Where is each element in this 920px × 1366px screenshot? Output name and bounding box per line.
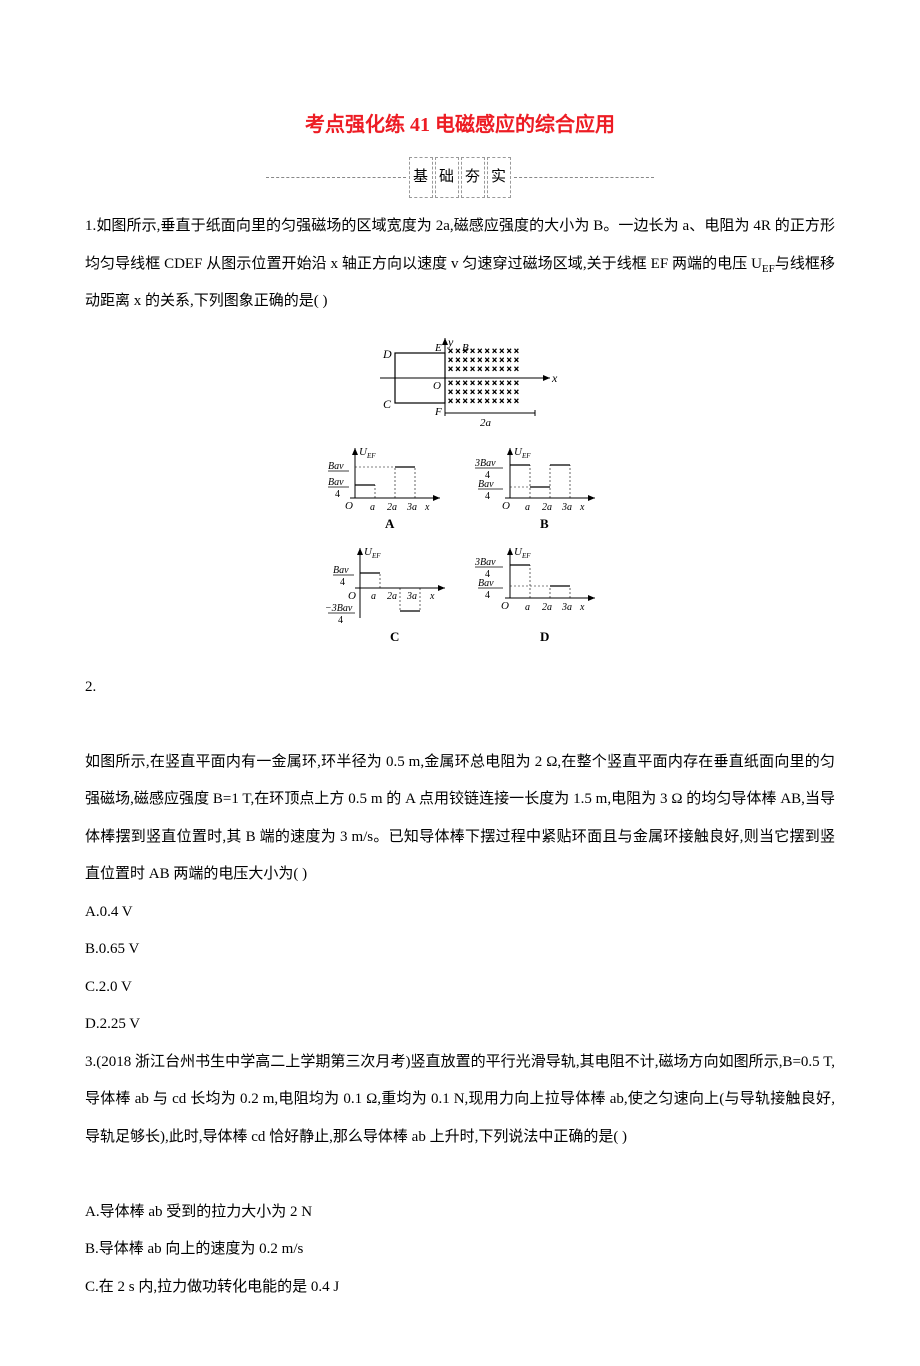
question-2: 2. 如图所示,在竖直平面内有一金属环,环半径为 0.5 m,金属环总电阻为 2… bbox=[85, 669, 835, 1044]
subtitle-char: 夯 bbox=[461, 157, 485, 199]
svg-text:4: 4 bbox=[485, 491, 490, 502]
q3-text: (2018 浙江台州书生中学高二上学期第三次月考)竖直放置的平行光滑导轨,其电阻… bbox=[85, 1054, 835, 1145]
svg-text:UEF: UEF bbox=[364, 546, 381, 560]
label-F: F bbox=[434, 406, 442, 418]
svg-text:a: a bbox=[525, 502, 530, 513]
svg-text:3Bav: 3Bav bbox=[474, 458, 496, 469]
svg-text:3a: 3a bbox=[561, 602, 572, 613]
q1-figure: y x D C E F B O × × × × × × × × × × × × … bbox=[85, 333, 835, 657]
svg-text:4: 4 bbox=[485, 590, 490, 601]
svg-text:UEF: UEF bbox=[514, 446, 531, 460]
panel-label-A: A bbox=[385, 516, 395, 531]
panel-c: UEF Bav 4 O −3Bav 4 a 2a 3a x C bbox=[325, 546, 445, 644]
label-E: E bbox=[434, 342, 442, 354]
q3-option-a: A.导体棒 ab 受到的拉力大小为 2 N bbox=[85, 1194, 835, 1232]
q2-text: 如图所示,在竖直平面内有一金属环,环半径为 0.5 m,金属环总电阻为 2 Ω,… bbox=[85, 744, 835, 894]
svg-text:× × × × × × × × × ×: × × × × × × × × × × bbox=[448, 396, 519, 406]
q1-subscript: EF bbox=[762, 263, 775, 275]
label-D: D bbox=[382, 347, 392, 361]
svg-text:× × × × × × × × × ×: × × × × × × × × × × bbox=[448, 364, 519, 374]
svg-text:a: a bbox=[370, 502, 375, 513]
svg-text:3a: 3a bbox=[561, 502, 572, 513]
label-O-a: O bbox=[345, 500, 353, 512]
label-O-top: O bbox=[433, 380, 441, 392]
axis-x-label: x bbox=[551, 371, 558, 385]
label-2a: 2a bbox=[480, 417, 492, 429]
svg-text:Bav: Bav bbox=[328, 477, 344, 488]
page-title: 考点强化练 41 电磁感应的综合应用 bbox=[85, 100, 835, 150]
label-O-b: O bbox=[502, 500, 510, 512]
svg-text:2a: 2a bbox=[387, 502, 397, 513]
label-O-d: O bbox=[501, 600, 509, 612]
panel-b: UEF 3Bav 4 Bav 4 O a 2a 3a x B bbox=[474, 446, 595, 531]
svg-text:Bav: Bav bbox=[333, 565, 349, 576]
question-3: 3.(2018 浙江台州书生中学高二上学期第三次月考)竖直放置的平行光滑导轨,其… bbox=[85, 1044, 835, 1307]
svg-text:2a: 2a bbox=[387, 591, 397, 602]
svg-text:x: x bbox=[579, 502, 585, 513]
dash-left bbox=[266, 177, 406, 178]
svg-text:2a: 2a bbox=[542, 502, 552, 513]
subtitle: 基础夯实 bbox=[85, 156, 835, 198]
svg-text:Bav: Bav bbox=[478, 578, 494, 589]
svg-text:4: 4 bbox=[338, 615, 343, 626]
label-C: C bbox=[383, 397, 392, 411]
dash-right bbox=[514, 177, 654, 178]
panel-label-B: B bbox=[540, 516, 549, 531]
svg-text:a: a bbox=[525, 602, 530, 613]
q3-option-b: B.导体棒 ab 向上的速度为 0.2 m/s bbox=[85, 1231, 835, 1269]
q3-number: 3. bbox=[85, 1054, 96, 1070]
svg-text:x: x bbox=[424, 502, 430, 513]
svg-text:3a: 3a bbox=[406, 502, 417, 513]
svg-text:x: x bbox=[579, 602, 585, 613]
svg-text:Bav: Bav bbox=[478, 479, 494, 490]
q2-option-c: C.2.0 V bbox=[85, 969, 835, 1007]
q1-text-part1: 如图所示,垂直于纸面向里的匀强磁场的区域宽度为 2a,磁感应强度的大小为 B。一… bbox=[85, 218, 835, 272]
svg-text:4: 4 bbox=[335, 489, 340, 500]
label-O-c: O bbox=[348, 590, 356, 602]
question-1: 1.如图所示,垂直于纸面向里的匀强磁场的区域宽度为 2a,磁感应强度的大小为 B… bbox=[85, 208, 835, 321]
subtitle-char: 础 bbox=[435, 157, 459, 199]
q2-option-b: B.0.65 V bbox=[85, 931, 835, 969]
svg-text:UEF: UEF bbox=[359, 446, 376, 460]
svg-text:2a: 2a bbox=[542, 602, 552, 613]
q2-option-a: A.0.4 V bbox=[85, 894, 835, 932]
q2-number: 2. bbox=[85, 679, 96, 695]
panel-label-D: D bbox=[540, 629, 549, 644]
panelA-y1: Bav bbox=[328, 461, 344, 472]
q1-number: 1. bbox=[85, 218, 96, 234]
q3-option-c: C.在 2 s 内,拉力做功转化电能的是 0.4 J bbox=[85, 1269, 835, 1307]
cross-field: × × × × × × × × × × × × × × × × × × × × … bbox=[448, 346, 519, 406]
panel-label-C: C bbox=[390, 629, 399, 644]
svg-text:3a: 3a bbox=[406, 591, 417, 602]
subtitle-char: 实 bbox=[487, 157, 511, 199]
svg-text:x: x bbox=[429, 591, 435, 602]
subtitle-char: 基 bbox=[409, 157, 433, 199]
svg-text:4: 4 bbox=[340, 577, 345, 588]
panel-a: UEF Bav Bav 4 O a 2a 3a x A bbox=[328, 446, 440, 531]
svg-text:UEF: UEF bbox=[514, 546, 531, 560]
q2-option-d: D.2.25 V bbox=[85, 1006, 835, 1044]
subtitle-text: 基础夯实 bbox=[406, 157, 514, 199]
svg-text:a: a bbox=[371, 591, 376, 602]
svg-text:3Bav: 3Bav bbox=[474, 557, 496, 568]
top-diagram: y x D C E F B O × × × × × × × × × × × × … bbox=[380, 335, 558, 429]
svg-text:−3Bav: −3Bav bbox=[325, 603, 353, 614]
panel-d: UEF 3Bav 4 Bav 4 O a 2a 3a x D bbox=[474, 546, 595, 644]
